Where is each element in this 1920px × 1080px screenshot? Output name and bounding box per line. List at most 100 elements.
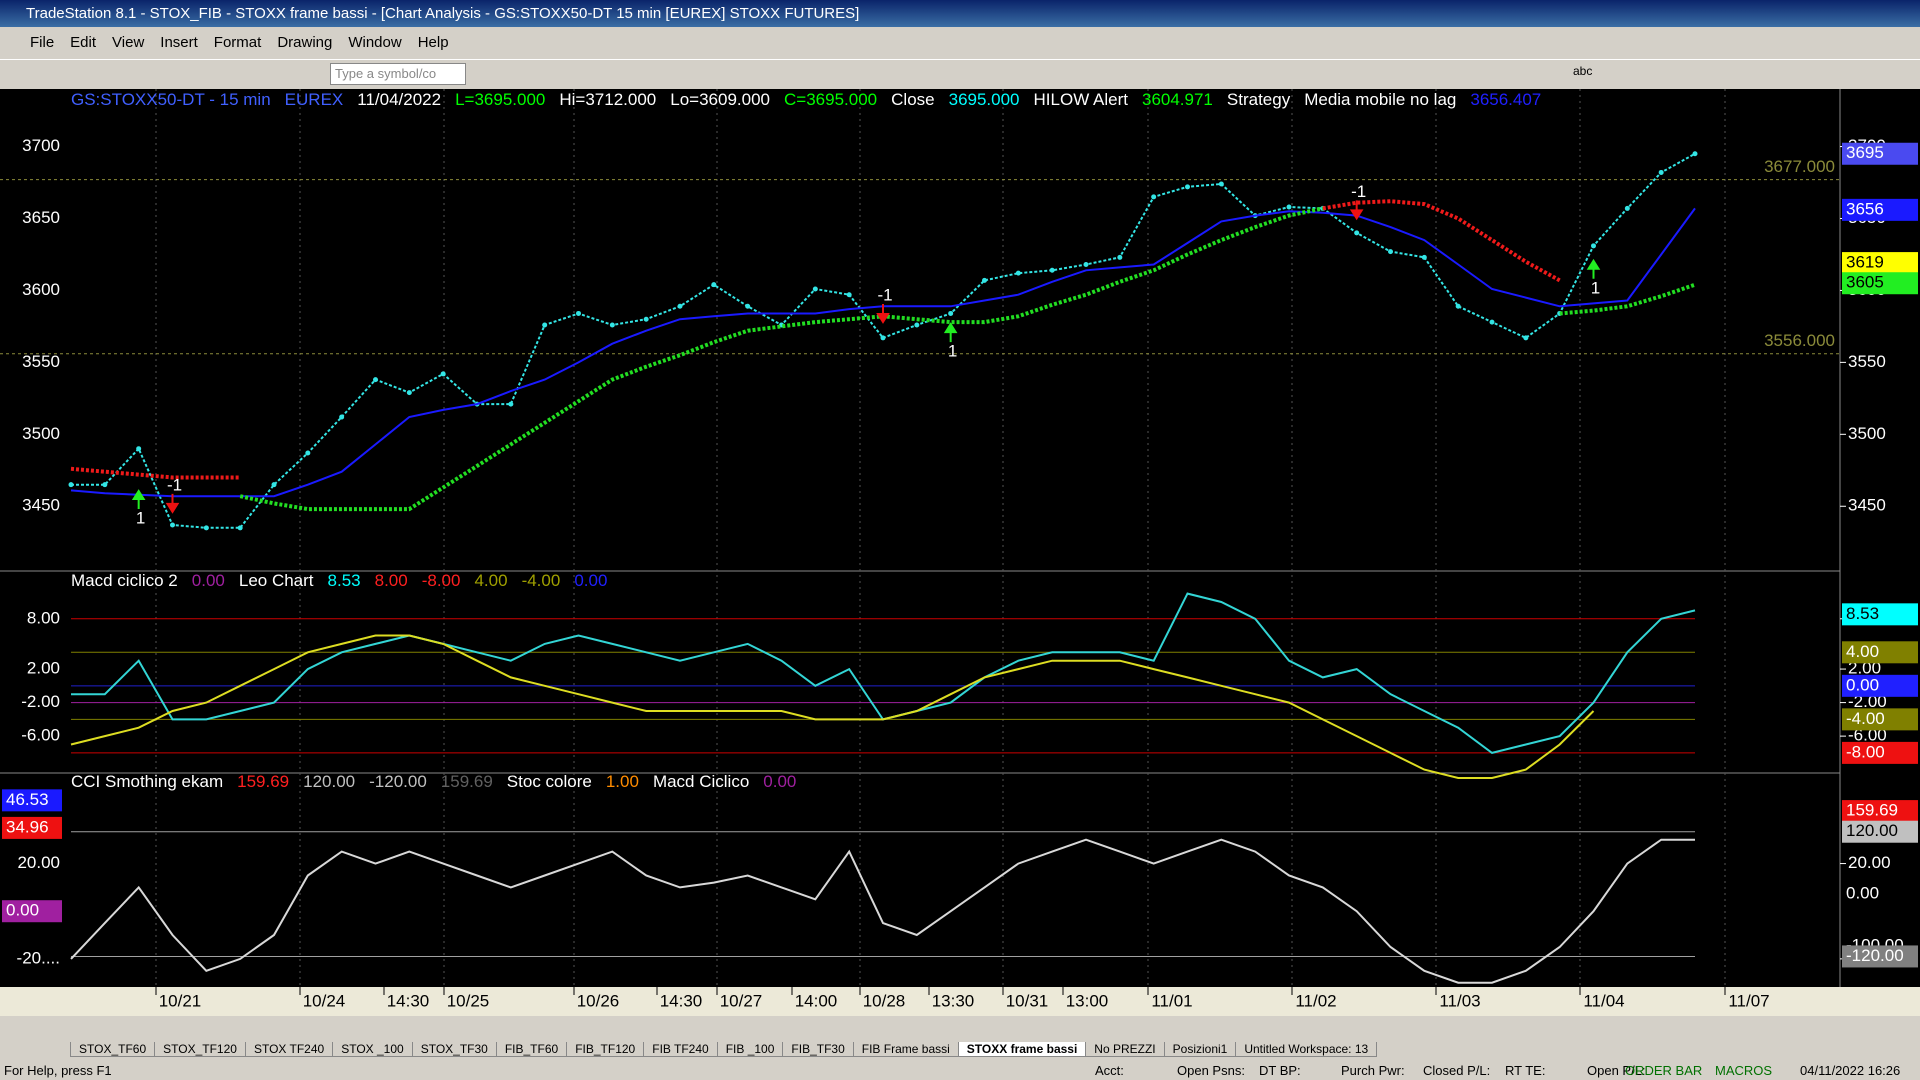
close-point	[643, 316, 649, 322]
header-item: Hi=3712.000	[559, 90, 656, 109]
text-tool[interactable]: abc	[1573, 64, 1593, 78]
value-badge-label: 34.96	[6, 817, 49, 836]
value-badge	[1842, 142, 1918, 165]
chart-background	[0, 89, 1920, 987]
macros[interactable]: MACROS	[1715, 1063, 1773, 1078]
order-bar[interactable]: ORDER BAR	[1625, 1063, 1703, 1078]
workspace-tab[interactable]: Untitled Workspace: 13	[1235, 1042, 1378, 1057]
header-item: Stoc colore	[507, 772, 592, 791]
signal-arrow	[131, 489, 146, 509]
x-tick-label: 14:30	[387, 991, 430, 1010]
title-bar: TradeStation 8.1 - STOX_FIB - STOXX fram…	[0, 0, 1920, 27]
signal-arrow	[876, 303, 890, 324]
y-tick-label: 3500	[22, 424, 60, 443]
toolbar	[0, 59, 1920, 89]
x-tick-label: 11/01	[1151, 991, 1192, 1010]
signal-label: -1	[167, 475, 182, 494]
value-badge	[1842, 641, 1918, 664]
close-point	[745, 303, 751, 309]
close-point	[1624, 205, 1630, 211]
value-badge	[1842, 198, 1918, 221]
value-badge	[1842, 603, 1918, 626]
header-item: -120.00	[369, 772, 427, 791]
y-tick-label: 3650	[22, 208, 60, 227]
header-item: 4.00	[474, 571, 507, 590]
workspace-tab[interactable]: STOX TF240	[244, 1042, 334, 1057]
header-item: 0.00	[192, 571, 225, 590]
workspace-tab[interactable]: FIB_TF60	[495, 1042, 568, 1057]
workspace-tab[interactable]: STOX_TF120	[154, 1042, 246, 1057]
status-bar: For Help, press F1 Acct: Open Psns: DT BP: P…	[0, 1061, 1920, 1080]
status-clock: 04/11/2022 16:26	[1800, 1063, 1901, 1078]
signal-label: 1	[136, 508, 145, 527]
close-point	[1286, 204, 1292, 210]
signal-arrow	[1349, 200, 1364, 221]
x-tick-label: 14:00	[795, 991, 838, 1010]
value-badge-label: 3695	[1846, 143, 1884, 162]
close-point	[305, 450, 311, 456]
y-tick-label: 3500	[1848, 424, 1886, 443]
menu-item[interactable]: Drawing	[277, 34, 333, 51]
close-point	[1354, 230, 1360, 236]
close-point	[1185, 184, 1190, 190]
value-badge	[1842, 252, 1918, 275]
menu-item[interactable]: Help	[417, 34, 449, 51]
close-point	[237, 525, 243, 531]
y-tick-label: -20....	[17, 948, 60, 967]
status-field: DT BP:	[1259, 1063, 1301, 1078]
header-item: 120.00	[303, 772, 355, 791]
status-field: Open P/L:	[1587, 1063, 1646, 1078]
menu-item[interactable]: Format	[213, 34, 262, 51]
x-tick-label: 10/24	[303, 991, 346, 1010]
header-item: 159.69	[237, 772, 289, 791]
workspace-tab[interactable]: FIB Frame bassi	[852, 1042, 959, 1057]
close-point	[170, 522, 175, 528]
menu-item[interactable]: Edit	[70, 34, 97, 51]
close-point	[609, 322, 615, 328]
close-point	[880, 335, 886, 341]
workspace-tab[interactable]: No PREZZI	[1085, 1042, 1165, 1057]
header-item: 11/04/2022	[357, 90, 441, 109]
symbol-input[interactable]: Type a symbol/co	[330, 63, 466, 85]
close-point	[677, 303, 683, 309]
x-tick-label: 10/25	[447, 991, 490, 1010]
menu-item[interactable]: Insert	[160, 34, 198, 51]
value-badge-label: -120.00	[1846, 946, 1904, 965]
workspace-tab[interactable]: FIB TF240	[643, 1042, 718, 1057]
close-point	[1523, 335, 1529, 341]
close-point	[948, 310, 954, 316]
menu-item[interactable]: Window	[348, 34, 402, 51]
status-field: Closed P/L:	[1423, 1063, 1491, 1078]
close-point	[1388, 249, 1393, 255]
value-badge	[1842, 272, 1918, 295]
workspace-tab[interactable]: STOX_TF60	[70, 1042, 156, 1057]
header-item: HILOW Alert	[1034, 90, 1129, 109]
workspace-tab[interactable]: FIB_TF120	[566, 1042, 645, 1057]
signal-label: -1	[877, 285, 892, 304]
close-point	[982, 277, 987, 283]
value-badge-label: 0.00	[1846, 675, 1879, 694]
workspace-tab[interactable]: Posizioni1	[1163, 1042, 1237, 1057]
value-badge	[2, 816, 62, 839]
menu-item[interactable]: File	[30, 34, 55, 51]
close-point	[203, 525, 209, 531]
value-badge-label: 0.00	[6, 901, 39, 920]
workspace-tab[interactable]: FIB_TF30	[782, 1042, 854, 1057]
x-tick-label: 13:00	[1066, 991, 1109, 1010]
workspace-tab[interactable]: FIB _100	[716, 1042, 784, 1057]
menu-item[interactable]: View	[112, 34, 145, 51]
workspace-tab[interactable]: STOX_TF30	[411, 1042, 497, 1057]
reference-label: 3556.000	[1764, 331, 1835, 350]
status-field: RT TE:	[1505, 1063, 1546, 1078]
y-tick-label: 3600	[22, 280, 60, 299]
signal-arrow	[165, 493, 180, 514]
close-point	[1151, 194, 1157, 200]
close-point	[1083, 262, 1089, 268]
y-tick-label: 3450	[22, 496, 60, 515]
pane-header: Macd ciclico 2 0.00 Leo Chart 8.53 8.00 -8.00…	[71, 571, 607, 590]
header-item: GS:STOXX50-DT - 15 min	[71, 90, 271, 109]
header-item: -8.00	[422, 571, 461, 590]
workspace-tab[interactable]: STOX _100	[332, 1042, 413, 1057]
status-field: Purch Pwr:	[1341, 1063, 1405, 1078]
workspace-tab[interactable]: STOXX frame bassi	[957, 1042, 1087, 1057]
